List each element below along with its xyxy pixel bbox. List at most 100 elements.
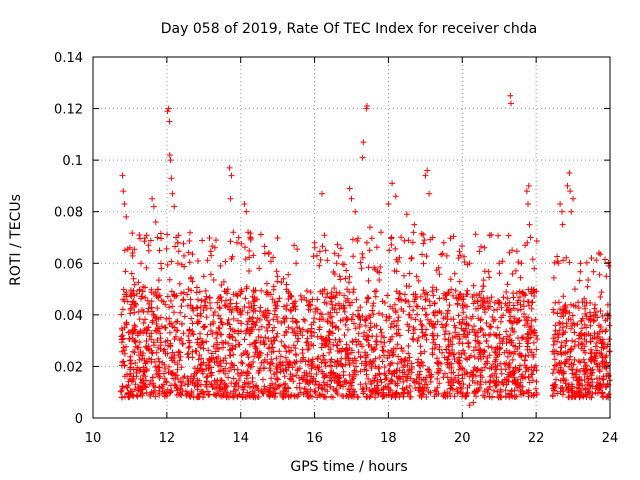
- data-point: [459, 390, 466, 397]
- data-point: [568, 208, 575, 215]
- data-point: [494, 324, 501, 331]
- data-point: [550, 306, 557, 313]
- data-point: [455, 379, 462, 385]
- data-point: [503, 307, 510, 314]
- data-point: [311, 239, 318, 246]
- data-point: [320, 370, 326, 377]
- data-point: [210, 391, 217, 398]
- data-point: [224, 390, 231, 396]
- data-point: [567, 188, 574, 195]
- data-point: [554, 390, 561, 397]
- data-point: [272, 381, 279, 388]
- data-point: [525, 366, 532, 373]
- data-point: [400, 378, 407, 385]
- data-point: [215, 295, 222, 302]
- data-point: [389, 305, 396, 312]
- data-point: [509, 356, 516, 363]
- data-point: [449, 347, 456, 353]
- data-point: [336, 336, 343, 343]
- data-point: [439, 250, 446, 257]
- data-point: [249, 378, 256, 385]
- data-point: [362, 322, 369, 329]
- data-point: [420, 391, 427, 398]
- data-point: [345, 394, 352, 401]
- data-point: [162, 325, 169, 331]
- data-point: [248, 315, 255, 322]
- data-point: [266, 310, 272, 317]
- data-point: [167, 329, 173, 336]
- data-point: [294, 338, 301, 345]
- data-point: [194, 305, 201, 312]
- data-point: [416, 387, 423, 394]
- data-point: [156, 358, 163, 365]
- data-point: [367, 224, 373, 231]
- data-point: [346, 279, 352, 286]
- data-point: [494, 352, 501, 359]
- data-point: [338, 355, 345, 362]
- data-point: [504, 295, 511, 302]
- data-point: [398, 358, 405, 364]
- data-point: [338, 302, 345, 309]
- data-point: [566, 309, 573, 316]
- data-point: [406, 270, 413, 277]
- data-point: [405, 371, 412, 378]
- data-point: [400, 373, 406, 380]
- data-point: [138, 260, 144, 267]
- data-point: [197, 344, 204, 351]
- data-point: [459, 375, 466, 382]
- data-point: [245, 354, 252, 361]
- data-point: [587, 300, 594, 306]
- data-point: [269, 380, 276, 387]
- data-point: [367, 324, 374, 331]
- data-point: [291, 242, 298, 249]
- data-point: [571, 329, 578, 336]
- data-point: [517, 294, 523, 300]
- data-point: [442, 328, 449, 335]
- data-point: [204, 331, 211, 338]
- data-point: [573, 374, 580, 381]
- data-point: [502, 366, 509, 373]
- data-point: [445, 307, 451, 314]
- data-point: [257, 365, 264, 372]
- data-point: [533, 238, 540, 244]
- data-point: [268, 360, 274, 367]
- data-point: [485, 386, 492, 393]
- data-point: [218, 363, 224, 370]
- data-point: [293, 319, 300, 326]
- data-point: [406, 354, 413, 361]
- data-point: [419, 305, 426, 312]
- data-point: [358, 360, 365, 367]
- data-point: [136, 352, 142, 358]
- data-point: [478, 356, 484, 362]
- data-point: [333, 309, 340, 316]
- data-point: [293, 260, 300, 267]
- data-point: [234, 239, 240, 246]
- data-point: [177, 386, 184, 393]
- data-point: [138, 355, 145, 362]
- data-point: [168, 288, 175, 295]
- data-point: [341, 292, 348, 299]
- data-point: [138, 385, 145, 392]
- data-point: [167, 157, 174, 164]
- data-point: [207, 271, 214, 278]
- data-point: [168, 354, 175, 361]
- data-point: [486, 393, 493, 400]
- data-point: [476, 248, 483, 255]
- data-point: [460, 309, 467, 316]
- data-point: [292, 298, 299, 305]
- data-point: [125, 329, 132, 336]
- data-point: [143, 366, 150, 372]
- data-point: [202, 381, 209, 388]
- data-point: [171, 359, 178, 366]
- data-point: [480, 392, 486, 399]
- data-point: [194, 319, 201, 325]
- data-point: [312, 364, 319, 371]
- data-point: [276, 348, 283, 355]
- data-point: [599, 340, 606, 347]
- data-point: [424, 167, 431, 174]
- data-point: [273, 268, 280, 275]
- data-point: [502, 387, 509, 394]
- data-point: [466, 260, 473, 267]
- data-point: [179, 320, 185, 327]
- data-point: [262, 308, 269, 314]
